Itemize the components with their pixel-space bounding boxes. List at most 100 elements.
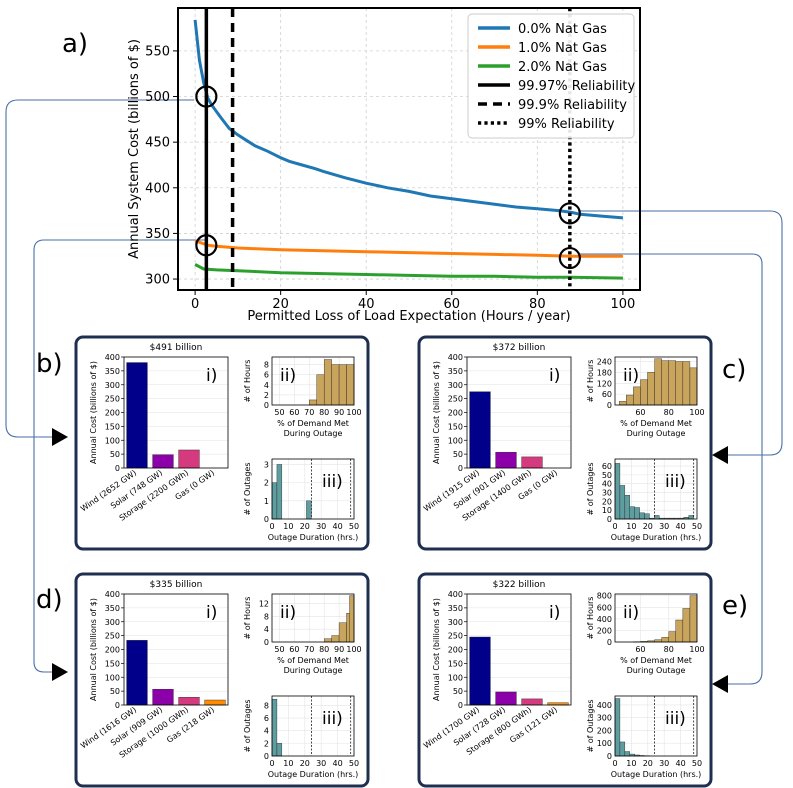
outage-hist-bin	[688, 515, 694, 520]
outage-hist-x-tick-label: 50	[692, 759, 702, 768]
cost-y-tick-label: 300	[448, 618, 463, 627]
hours-hist-y-tick-label: 8	[264, 361, 269, 370]
hours-hist-x-axis-label: % of Demand Met	[277, 419, 349, 428]
cost-y-tick-label: 200	[105, 646, 120, 655]
outage-hist-x-tick-label: 10	[626, 522, 636, 531]
cost-y-tick-label: 250	[448, 632, 463, 641]
series-line-2	[194, 263, 623, 280]
legend: 0.0% Nat Gas 1.0% Nat Gas 2.0% Nat Gas 99.9…	[467, 13, 636, 139]
hours-hist-x-axis-label: During Outage	[284, 429, 343, 438]
hours-hist-bin	[323, 359, 332, 406]
outage-hist-x-tick-label: 20	[643, 522, 653, 531]
outage-hist-x-tick-label: 0	[612, 522, 617, 531]
cost-y-tick-label: 0	[115, 464, 120, 473]
outage-hist-x-axis-label: Outage Duration (hrs.)	[611, 770, 702, 779]
outage-hist-y-tick-label: 0	[264, 752, 269, 761]
cost-bar-wind	[126, 362, 148, 469]
cost-y-tick-label: 150	[105, 422, 120, 431]
outage-hist-bin	[624, 751, 630, 757]
y-tick-label: 300	[145, 273, 170, 288]
cost-bar-storage	[178, 697, 200, 706]
panel-label-d: d)	[36, 585, 63, 615]
outage-hist-x-axis-label: Outage Duration (hrs.)	[268, 533, 359, 542]
hours-hist-x-axis-label: During Outage	[627, 666, 686, 675]
outage-hist-y-axis-label: # of Outages	[586, 462, 595, 515]
cost-y-tick-label: 200	[448, 409, 463, 418]
hours-hist-bin	[668, 631, 676, 643]
panel-label-b: b)	[36, 349, 63, 379]
hours-hist-x-tick-label: 70	[304, 408, 314, 417]
panel-b: $491 billion050100150200250300350400Wind…	[74, 335, 370, 551]
outage-hist-y-axis-label: # of Outages	[586, 699, 595, 752]
cost-y-tick-label: 150	[105, 659, 120, 668]
outage-hist-y-tick-label: 50	[602, 471, 612, 480]
hours-hist-y-axis-label: # of Hours	[243, 597, 252, 640]
legend-entry: 1.0% Nat Gas	[518, 41, 607, 56]
hours-hist-y-tick-label: 2	[264, 391, 269, 400]
outage-hist-y-tick-label: 60	[602, 462, 612, 471]
hours-hist-y-tick-label: 0	[607, 638, 612, 647]
cost-y-tick-label: 300	[105, 618, 120, 627]
hours-hist-x-tick-label: 60	[289, 408, 299, 417]
x-tick-label: 80	[529, 297, 546, 312]
hours-hist-bin	[626, 394, 634, 406]
hours-hist-x-tick-label: 60	[635, 408, 645, 417]
outage-hist-y-tick-label: 200	[597, 726, 612, 735]
sub-label-ii: ii)	[623, 366, 639, 386]
cost-title: $491 billion	[150, 343, 203, 353]
outage-hist-x-tick-label: 50	[349, 759, 359, 768]
cost-y-tick-label: 50	[453, 687, 463, 696]
hours-hist-y-tick-label: 180	[597, 368, 612, 377]
panel-c: $372 billion050100150200250300350400Wind…	[417, 335, 713, 551]
hours-hist-x-tick-label: 60	[289, 645, 299, 654]
cost-y-tick-label: 50	[110, 450, 120, 459]
outage-hist-y-tick-label: 2	[264, 479, 269, 488]
outage-hist-x-tick-label: 10	[626, 759, 636, 768]
connector-line-1	[33, 239, 208, 673]
circled-point-3	[558, 246, 581, 270]
hours-hist-x-axis-label: During Outage	[284, 666, 343, 675]
legend-entry: 99.9% Reliability	[518, 98, 627, 113]
outage-hist-bin	[614, 698, 621, 757]
cost-bar-wind	[126, 640, 148, 706]
cost-y-tick-label: 0	[458, 701, 463, 710]
cost-title: $372 billion	[493, 343, 546, 353]
hours-hist-y-tick-label: 200	[597, 626, 612, 635]
hours-hist-y-tick-label: 240	[597, 358, 612, 367]
hours-hist-bin	[338, 364, 347, 406]
hours-hist-bin	[633, 386, 641, 406]
outage-hist-bin	[271, 482, 278, 520]
hours-hist-y-tick-label: 800	[597, 592, 612, 601]
legend-entry: 2.0% Nat Gas	[518, 60, 607, 75]
hours-hist-y-tick-label: 0	[264, 401, 269, 410]
hours-hist-bin	[316, 374, 325, 406]
cost-bar-solar	[495, 451, 517, 469]
main-cost-chart: 0 20 40 60 80 100 300 350 400 450 500 550 Permitted …	[127, 7, 641, 324]
cost-bar-wind	[469, 391, 491, 469]
legend-entry: 99% Reliability	[518, 117, 615, 132]
connector-line-0	[5, 99, 194, 438]
hours-hist-bin	[346, 364, 355, 406]
cost-y-tick-label: 150	[448, 422, 463, 431]
circled-point-2	[558, 202, 581, 225]
outage-hist-x-axis-label: Outage Duration (hrs.)	[268, 770, 359, 779]
connector-arrowhead-3	[712, 675, 728, 693]
sub-label-ii: ii)	[280, 366, 296, 386]
hours-hist-x-axis-label: % of Demand Met	[620, 656, 692, 665]
outage-hist-bin	[639, 512, 645, 520]
outage-hist-bin	[634, 507, 640, 520]
cost-y-tick-label: 200	[448, 646, 463, 655]
sub-label-i: i)	[549, 366, 560, 386]
hours-hist-bin	[675, 361, 684, 406]
cost-y-tick-label: 300	[105, 381, 120, 390]
outage-hist-y-tick-label: 30	[602, 489, 612, 498]
cost-y-tick-label: 100	[448, 673, 463, 682]
hours-hist-x-tick-label: 80	[664, 645, 674, 654]
cost-bar-solar	[152, 688, 174, 706]
hours-hist-x-tick-label: 90	[334, 645, 344, 654]
sub-label-ii: ii)	[623, 603, 639, 623]
hours-hist-y-tick-label: 60	[602, 390, 612, 399]
hours-hist-axes-frame	[271, 356, 355, 406]
outage-hist-bin	[629, 506, 635, 520]
outage-hist-x-tick-label: 0	[612, 759, 617, 768]
